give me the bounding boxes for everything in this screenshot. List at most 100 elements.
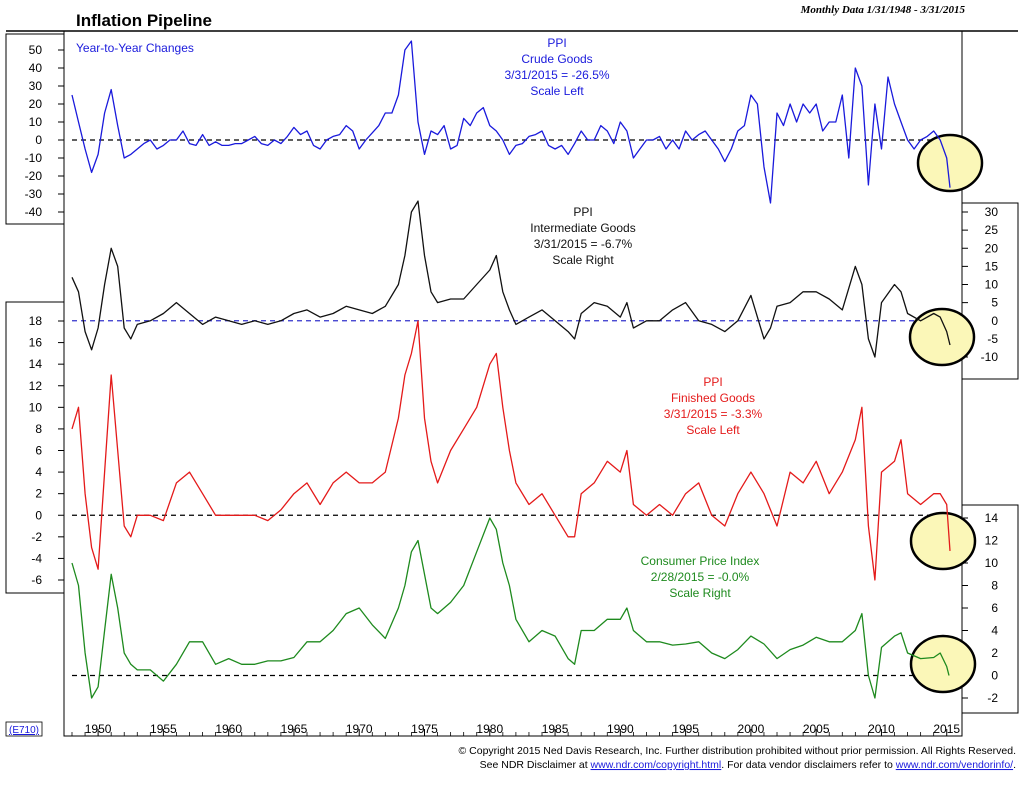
- series-line: [71, 40, 951, 204]
- series-lines-group: [71, 40, 951, 699]
- finished-label-line-4: Scale Left: [686, 423, 740, 437]
- y-tick-label: 40: [29, 61, 43, 75]
- y-tick-label: 25: [985, 223, 999, 237]
- crude-label-line-2: Crude Goods: [521, 52, 592, 66]
- crude-label: PPI Crude Goods 3/31/2015 = -26.5% Scale…: [504, 36, 609, 98]
- y-tick-label: 20: [29, 97, 43, 111]
- finished-label-line-3: 3/31/2015 = -3.3%: [664, 407, 763, 421]
- x-tick-label: 1970: [346, 722, 373, 736]
- y-tick-label: 12: [985, 534, 999, 548]
- highlight-circle: [909, 634, 977, 694]
- y-tick-label: 6: [35, 444, 42, 458]
- plot-frame: [63, 30, 963, 737]
- finished-axis-box: [5, 301, 65, 594]
- x-tick-label: 1985: [542, 722, 569, 736]
- subtitle-year-to-year: Year-to-Year Changes: [76, 41, 194, 55]
- y-tick-label: 6: [991, 601, 998, 615]
- intermediate-label-line-2: Intermediate Goods: [530, 221, 635, 235]
- series-line: [71, 200, 951, 358]
- crude-label-line-1: PPI: [547, 36, 566, 50]
- x-tick-label: 1965: [281, 722, 308, 736]
- chart-code-link[interactable]: (E710): [9, 725, 39, 736]
- vendorinfo-link[interactable]: www.ndr.com/vendorinfo/: [895, 759, 1013, 771]
- y-tick-label: 20: [985, 241, 999, 255]
- x-tick-label: 2005: [803, 722, 830, 736]
- y-tick-label: -5: [987, 332, 998, 346]
- x-tick-label: 2015: [933, 722, 960, 736]
- y-tick-label: 8: [991, 579, 998, 593]
- x-tick-label: 1995: [672, 722, 699, 736]
- y-tick-label: -40: [25, 205, 43, 219]
- disclaimer-suffix: .: [1013, 759, 1016, 771]
- y-tick-label: 0: [35, 508, 42, 522]
- series-line: [71, 517, 950, 699]
- x-tick-label: 1980: [476, 722, 503, 736]
- x-tick-label: 1990: [607, 722, 634, 736]
- y-tick-label: -4: [31, 551, 42, 565]
- disclaimer-middle: . For data vendor disclaimers refer to: [721, 759, 896, 771]
- x-tick-label: 1960: [215, 722, 242, 736]
- x-tick-label: 1950: [85, 722, 112, 736]
- y-tick-label: -20: [25, 169, 43, 183]
- copyright-link[interactable]: www.ndr.com/copyright.html: [590, 759, 722, 771]
- cpi-label-line-2: 2/28/2015 = -0.0%: [651, 570, 750, 584]
- y-tick-label: 2: [991, 646, 998, 660]
- y-tick-label: 14: [29, 357, 43, 371]
- y-tick-label: 12: [29, 379, 43, 393]
- y-tick-label: -30: [25, 187, 43, 201]
- intermediate-label: PPI Intermediate Goods 3/31/2015 = -6.7%…: [530, 205, 635, 267]
- y-tick-label: 2: [35, 487, 42, 501]
- crude-label-line-3: 3/31/2015 = -26.5%: [504, 68, 609, 82]
- x-tick-label: 1955: [150, 722, 177, 736]
- intermediate-label-line-3: 3/31/2015 = -6.7%: [534, 237, 633, 251]
- disclaimer-prefix: See NDR Disclaimer at: [480, 759, 591, 771]
- y-tick-label: 30: [29, 79, 43, 93]
- y-tick-label: -2: [31, 530, 42, 544]
- highlight-circle: [909, 511, 977, 571]
- crude-label-line-4: Scale Left: [530, 84, 584, 98]
- y-tick-label: 15: [985, 259, 999, 273]
- x-tick-label: 2010: [868, 722, 895, 736]
- cpi-axis-box: [961, 504, 1019, 714]
- y-tick-label: 10: [985, 278, 999, 292]
- chart-title: Inflation Pipeline: [76, 11, 212, 30]
- intermediate-axis-box: [961, 202, 1019, 380]
- cpi-label-line-3: Scale Right: [669, 586, 731, 600]
- y-tick-label: -10: [25, 151, 43, 165]
- finished-label: PPI Finished Goods 3/31/2015 = -3.3% Sca…: [664, 375, 763, 437]
- y-tick-label: 0: [35, 133, 42, 147]
- x-tick-label: 2000: [738, 722, 765, 736]
- y-tick-label: 8: [35, 422, 42, 436]
- highlight-circles-group: [908, 133, 984, 694]
- y-tick-label: -10: [981, 350, 999, 364]
- y-tick-label: 14: [985, 511, 999, 525]
- cpi-label: Consumer Price Index 2/28/2015 = -0.0% S…: [641, 554, 760, 600]
- y-tick-label: 10: [985, 556, 999, 570]
- x-tick-label: 1975: [411, 722, 438, 736]
- date-range: Monthly Data 1/31/1948 - 3/31/2015: [800, 4, 966, 16]
- y-tick-label: 4: [35, 465, 42, 479]
- y-tick-label: 50: [29, 43, 43, 57]
- y-tick-label: 10: [29, 400, 43, 414]
- y-tick-label: 18: [29, 314, 43, 328]
- cpi-label-line-1: Consumer Price Index: [641, 554, 760, 568]
- finished-label-line-2: Finished Goods: [671, 391, 755, 405]
- finished-label-line-1: PPI: [703, 375, 722, 389]
- y-tick-label: 0: [991, 314, 998, 328]
- highlight-circle: [908, 307, 976, 367]
- y-tick-label: -2: [987, 691, 998, 705]
- y-tick-label: 4: [991, 624, 998, 638]
- intermediate-label-line-1: PPI: [573, 205, 592, 219]
- copyright-notice: © Copyright 2015 Ned Davis Research, Inc…: [459, 745, 1017, 757]
- y-tick-label: 0: [991, 669, 998, 683]
- chart-code-box: [5, 721, 43, 737]
- crude-axis-box: [5, 33, 65, 225]
- series-line: [71, 320, 951, 581]
- y-tick-label: 5: [991, 296, 998, 310]
- intermediate-label-line-4: Scale Right: [552, 253, 614, 267]
- y-tick-label: 30: [985, 205, 999, 219]
- y-tick-label: 16: [29, 336, 43, 350]
- y-tick-label: -6: [31, 573, 42, 587]
